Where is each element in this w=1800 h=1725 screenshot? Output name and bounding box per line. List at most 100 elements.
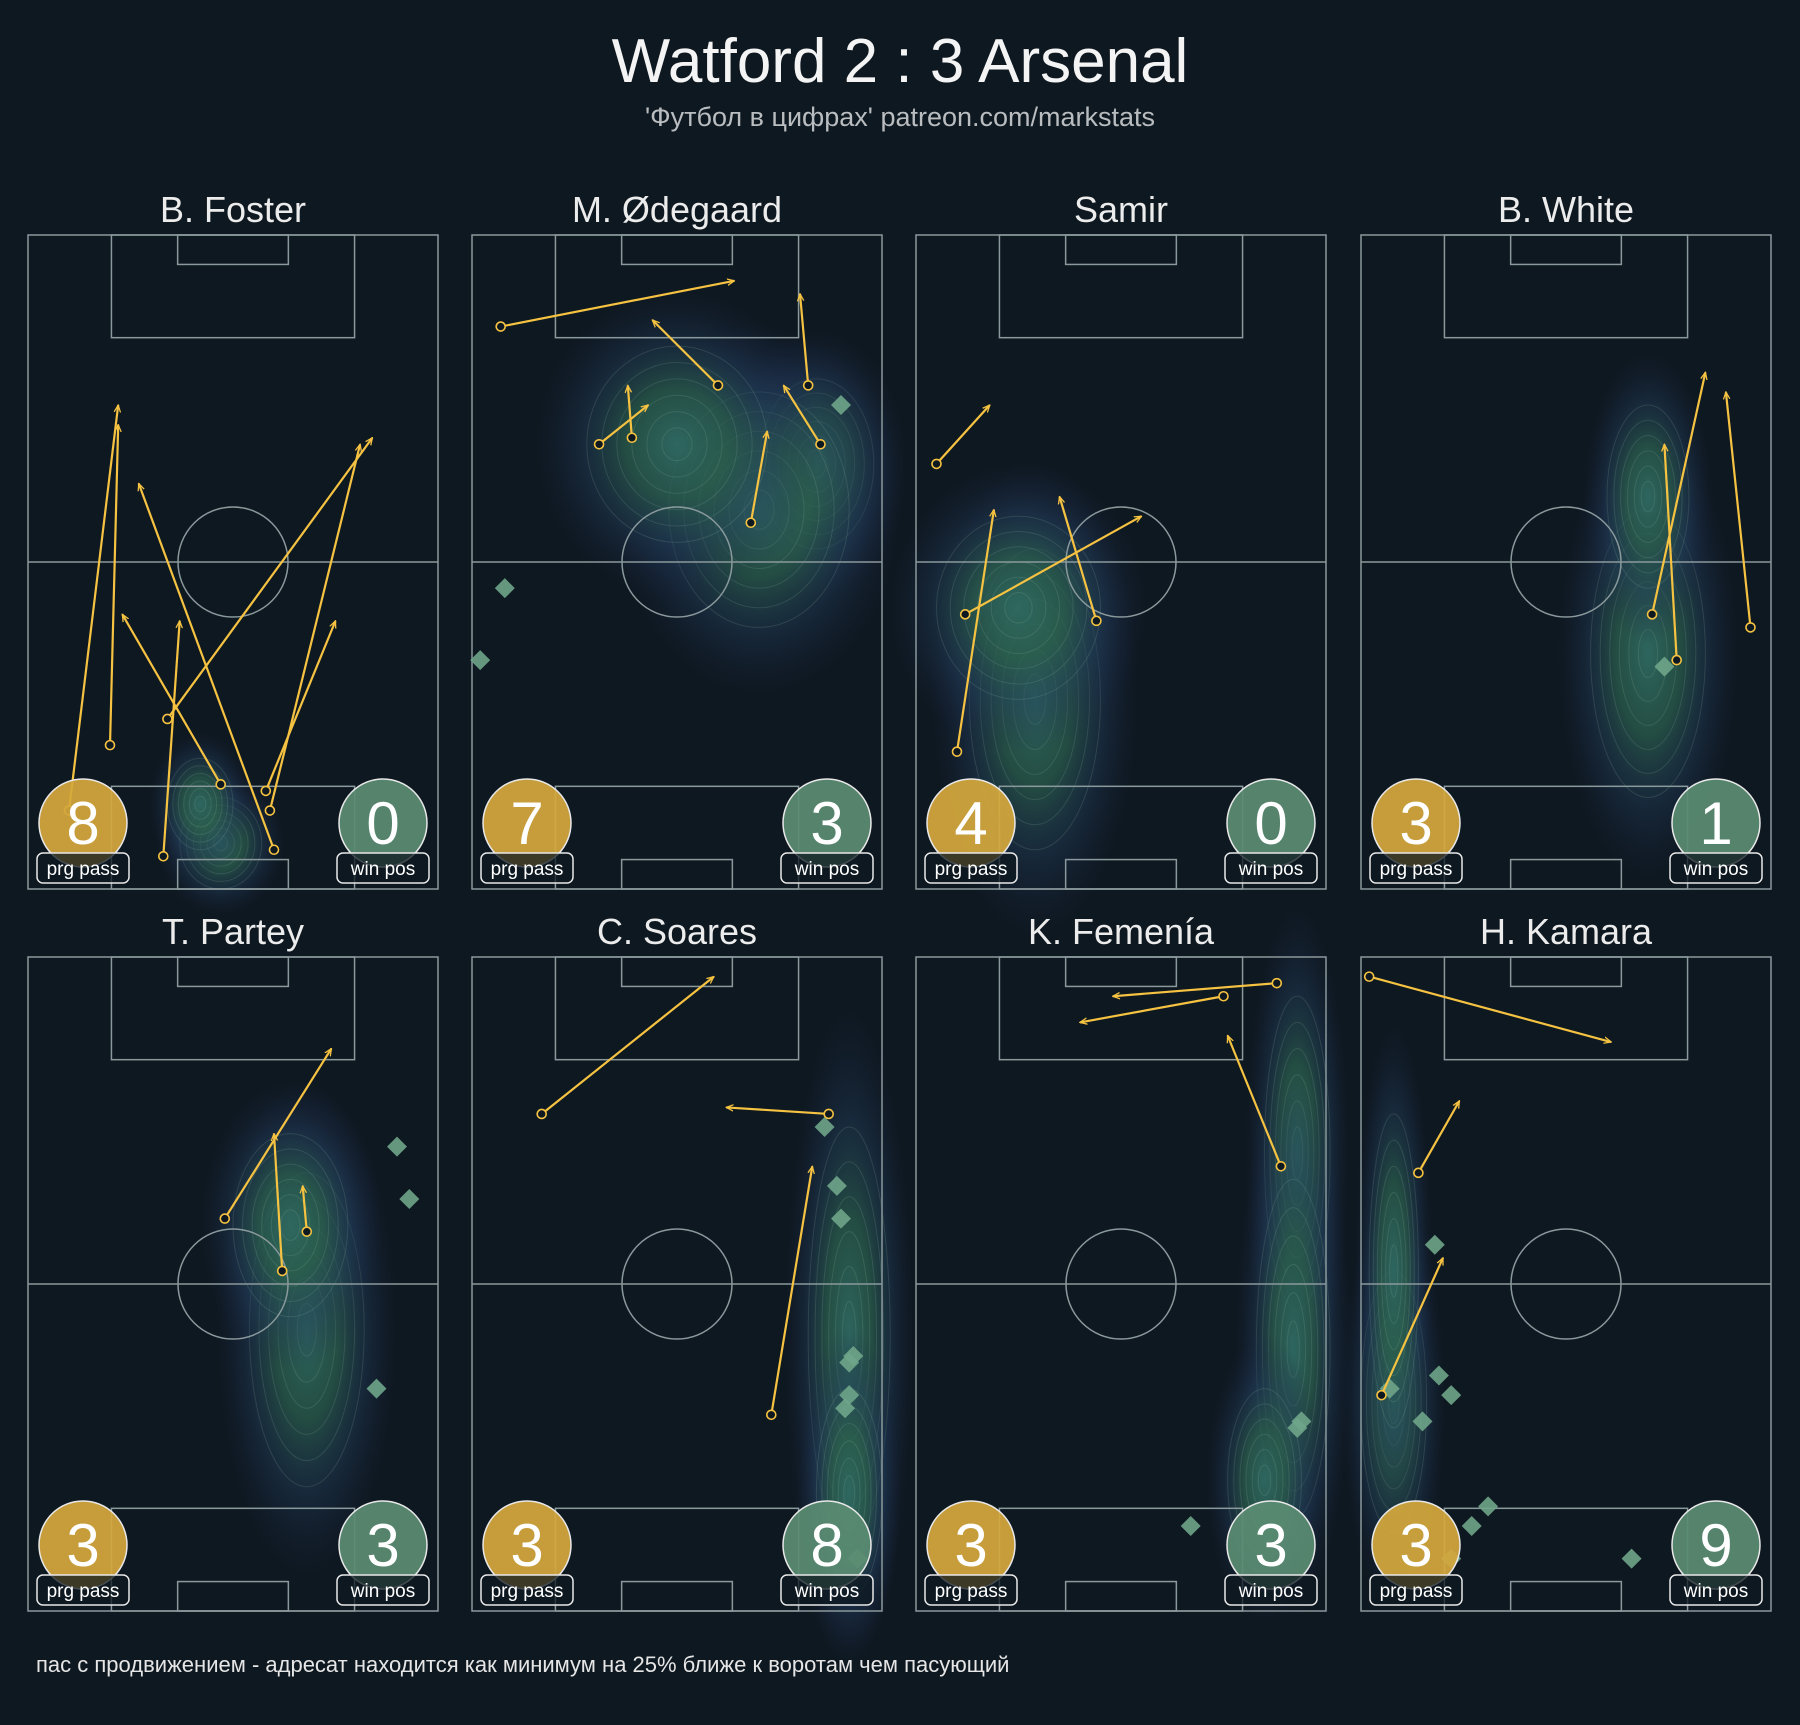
winpos-marker bbox=[1621, 1548, 1642, 1569]
centre-circle bbox=[177, 506, 289, 618]
pass-origin bbox=[931, 458, 942, 470]
winpos-marker bbox=[1441, 1385, 1462, 1406]
pitch-line bbox=[554, 785, 800, 890]
pass-arrow bbox=[749, 431, 767, 523]
winpos-marker bbox=[826, 1175, 847, 1196]
pitch-line bbox=[1509, 956, 1623, 988]
pass-arrow bbox=[303, 1186, 308, 1232]
heat-contour bbox=[1620, 435, 1676, 559]
pitch-line bbox=[1064, 858, 1178, 890]
pitch-line bbox=[176, 234, 290, 266]
win-pos-badge-value: 3 bbox=[810, 790, 843, 857]
pass-origin bbox=[1091, 615, 1102, 627]
win-pos-badge-label: win pos bbox=[350, 859, 415, 880]
pass-arrow bbox=[162, 621, 179, 857]
heat-contour bbox=[990, 576, 1047, 639]
pass-arrow bbox=[67, 405, 118, 811]
pass-arrow bbox=[108, 425, 118, 746]
prg-pass-badge-label: prg pass bbox=[491, 859, 564, 880]
pass-origin bbox=[1376, 1389, 1387, 1401]
pass-origin bbox=[1745, 622, 1756, 633]
pitch-line bbox=[998, 1507, 1244, 1612]
pass-origin bbox=[276, 1265, 288, 1277]
prg-pass-badge-label-box bbox=[1369, 852, 1463, 884]
pitch-line bbox=[176, 956, 290, 988]
heat-contour bbox=[242, 1148, 339, 1302]
heat-contour bbox=[631, 394, 723, 494]
pass-arrow bbox=[500, 281, 735, 328]
pitch-line bbox=[620, 956, 734, 988]
player-name: B. Foster bbox=[160, 189, 306, 230]
heat-contour bbox=[1627, 450, 1669, 543]
passes bbox=[536, 977, 835, 1421]
passes bbox=[1080, 977, 1287, 1172]
win-pos-badge-label: win pos bbox=[794, 859, 859, 880]
pass-arrow bbox=[1664, 444, 1678, 661]
heat-contour bbox=[188, 788, 212, 820]
heat-contour bbox=[1004, 592, 1033, 624]
pitch-line bbox=[1509, 1580, 1623, 1612]
win-pos-badge-label: win pos bbox=[1238, 859, 1303, 880]
pitch-line bbox=[1509, 858, 1623, 890]
winpos-markers bbox=[470, 395, 851, 671]
heat-contour bbox=[194, 795, 207, 813]
winpos-marker bbox=[1428, 1365, 1449, 1386]
prg-pass-badge-label-box bbox=[924, 852, 1018, 884]
prg-pass-badge-label-box bbox=[480, 852, 574, 884]
heatmap bbox=[1556, 350, 1740, 884]
pass-arrow bbox=[1380, 1258, 1445, 1396]
heat-contour bbox=[1389, 1244, 1399, 1298]
pitch-line bbox=[998, 956, 1244, 1061]
heat-contour bbox=[270, 1194, 311, 1257]
pass-origin bbox=[162, 713, 173, 725]
win-pos-badge-label-box bbox=[336, 852, 430, 884]
pitch-line bbox=[176, 858, 290, 890]
prg-pass-badge-label: prg pass bbox=[47, 859, 120, 880]
win-pos-badge-value: 8 bbox=[810, 1512, 843, 1579]
heat-contour bbox=[1376, 1165, 1411, 1377]
prg-pass-badge-label: prg pass bbox=[491, 1581, 564, 1602]
win-pos-badge-label-box bbox=[1224, 1574, 1318, 1606]
heatmap bbox=[147, 730, 287, 917]
pass-origin bbox=[260, 785, 272, 797]
passes bbox=[219, 1049, 333, 1277]
passes bbox=[931, 405, 1142, 757]
pitch-line bbox=[554, 956, 800, 1061]
heat-contour bbox=[1372, 1139, 1415, 1403]
pass-arrow bbox=[726, 1107, 829, 1116]
heatmap bbox=[198, 1078, 399, 1581]
heat-blob bbox=[532, 287, 822, 602]
win-pos-badge-value: 9 bbox=[1699, 1512, 1732, 1579]
passes bbox=[1363, 971, 1611, 1401]
prg-pass-badge-label: prg pass bbox=[47, 1581, 120, 1602]
pass-origin bbox=[215, 779, 226, 790]
pass-origin bbox=[626, 432, 638, 444]
prg-pass-badge-label: prg pass bbox=[1380, 859, 1453, 880]
win-pos-badge-value: 0 bbox=[1254, 790, 1287, 857]
pitch-line bbox=[1509, 234, 1623, 266]
prg-pass-badge-label-box bbox=[924, 1574, 1018, 1606]
passes bbox=[1646, 372, 1756, 666]
win-pos-badge-label: win pos bbox=[1238, 1581, 1303, 1602]
prg-pass-badge-value: 3 bbox=[510, 1512, 543, 1579]
winpos-markers bbox=[1654, 656, 1675, 677]
footnote: пас с продвижением - адресат находится к… bbox=[36, 1652, 1009, 1677]
heat-contour bbox=[261, 1178, 320, 1272]
heat-contour bbox=[1368, 1113, 1419, 1429]
win-pos-badge-label-box bbox=[780, 852, 874, 884]
pass-origin bbox=[1646, 609, 1658, 620]
heat-contour bbox=[936, 515, 1101, 700]
player-name: T. Partey bbox=[162, 911, 304, 952]
prg-pass-badge-value: 7 bbox=[510, 790, 543, 857]
winpos-marker bbox=[399, 1188, 420, 1209]
heat-contour bbox=[280, 1209, 301, 1241]
pass-arrow bbox=[274, 1134, 284, 1271]
